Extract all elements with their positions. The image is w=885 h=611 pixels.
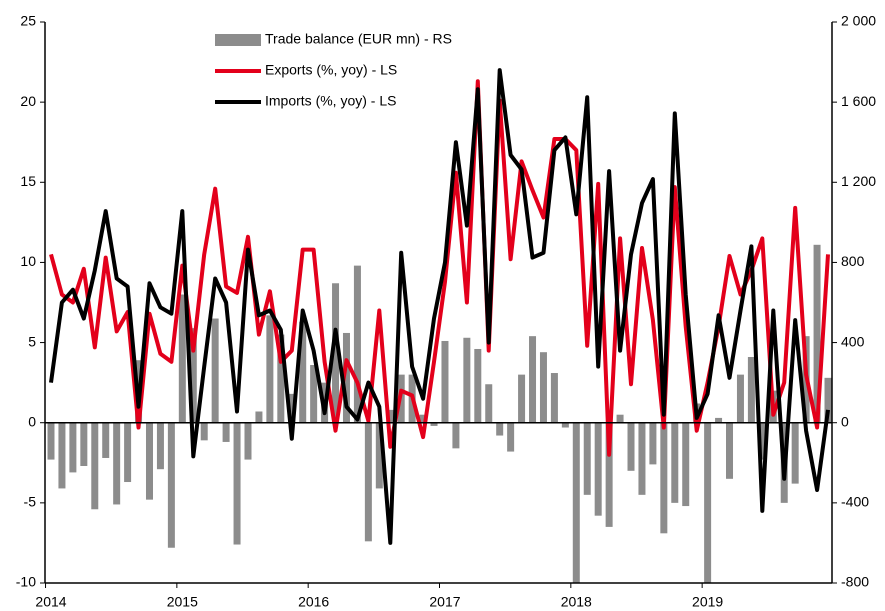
- bar: [824, 377, 832, 423]
- bar: [627, 422, 635, 471]
- bar: [80, 422, 88, 466]
- bar: [255, 411, 263, 423]
- bar: [583, 422, 591, 495]
- y-tick-label: -10: [16, 574, 36, 590]
- bar: [561, 422, 569, 428]
- x-tick-label: 2019: [692, 594, 723, 610]
- bar: [791, 422, 799, 484]
- y-tick-label: 15: [20, 173, 36, 189]
- bar: [266, 315, 274, 423]
- bar: [758, 422, 766, 460]
- x-tick-label: 2016: [298, 594, 329, 610]
- bar: [233, 422, 241, 545]
- x-tick-label: 2015: [167, 594, 198, 610]
- bar: [638, 422, 646, 495]
- bar: [529, 336, 537, 423]
- bar: [102, 422, 110, 458]
- bar: [222, 422, 230, 442]
- y-tick-label: 20: [20, 93, 36, 109]
- bar: [736, 374, 744, 423]
- y2-tick-label: 800: [841, 253, 865, 269]
- bar: [616, 414, 624, 423]
- bar: [167, 422, 175, 548]
- bar: [747, 356, 755, 423]
- y-tick-label: 5: [28, 333, 36, 349]
- bar: [704, 422, 712, 583]
- bar: [353, 265, 361, 423]
- y-tick-label: 25: [20, 13, 36, 29]
- bar: [200, 422, 208, 441]
- bar: [649, 422, 657, 465]
- bar: [364, 422, 372, 542]
- bar: [463, 337, 471, 423]
- y2-tick-label: 1 200: [841, 173, 876, 189]
- bar: [518, 374, 526, 423]
- bar: [145, 422, 153, 500]
- legend-label: Imports (%, yoy) - LS: [265, 93, 396, 109]
- bar: [189, 328, 197, 423]
- y2-tick-label: 400: [841, 333, 865, 349]
- bar: [113, 422, 121, 505]
- bar: [47, 422, 55, 460]
- bar: [550, 373, 558, 423]
- bar: [124, 422, 132, 483]
- bar: [441, 340, 449, 423]
- bar: [496, 422, 504, 436]
- x-tick-label: 2017: [429, 594, 460, 610]
- bar: [288, 393, 296, 423]
- bar: [671, 422, 679, 503]
- bar: [342, 332, 350, 423]
- bar: [58, 422, 66, 489]
- bar: [310, 365, 318, 423]
- bar: [474, 348, 482, 423]
- y-tick-label: 10: [20, 253, 36, 269]
- x-tick-label: 2014: [35, 594, 66, 610]
- bar: [244, 422, 252, 460]
- bar: [485, 384, 493, 423]
- x-tick-label: 2018: [561, 594, 592, 610]
- y-tick-label: 0: [28, 413, 36, 429]
- bar: [332, 283, 340, 423]
- legend-swatch: [215, 34, 261, 46]
- y2-tick-label: -400: [841, 494, 869, 510]
- bar: [211, 318, 219, 423]
- y2-tick-label: -800: [841, 574, 869, 590]
- bar: [726, 422, 734, 479]
- line-series: [49, 79, 830, 457]
- legend-label: Trade balance (EUR mn) - RS: [265, 31, 452, 47]
- bar: [91, 422, 99, 510]
- y2-tick-label: 0: [841, 413, 849, 429]
- bar: [277, 334, 285, 423]
- y2-tick-label: 1 600: [841, 93, 876, 109]
- bar: [813, 244, 821, 423]
- bar: [156, 422, 164, 470]
- bar: [572, 422, 580, 583]
- bar: [682, 422, 690, 507]
- bar: [375, 422, 383, 489]
- bar: [715, 417, 723, 423]
- bar: [386, 409, 394, 423]
- bar: [594, 422, 602, 516]
- bar: [430, 422, 438, 426]
- bar: [507, 422, 515, 452]
- y2-tick-label: 2 000: [841, 13, 876, 29]
- bar: [452, 422, 460, 449]
- bar: [419, 414, 427, 423]
- legend-label: Exports (%, yoy) - LS: [265, 62, 397, 78]
- bar: [605, 422, 613, 527]
- bar: [539, 352, 547, 423]
- bar: [299, 321, 307, 423]
- bar: [178, 294, 186, 423]
- bar: [660, 422, 668, 534]
- y-tick-label: -5: [24, 494, 37, 510]
- bar: [69, 422, 77, 473]
- line-series: [49, 68, 830, 545]
